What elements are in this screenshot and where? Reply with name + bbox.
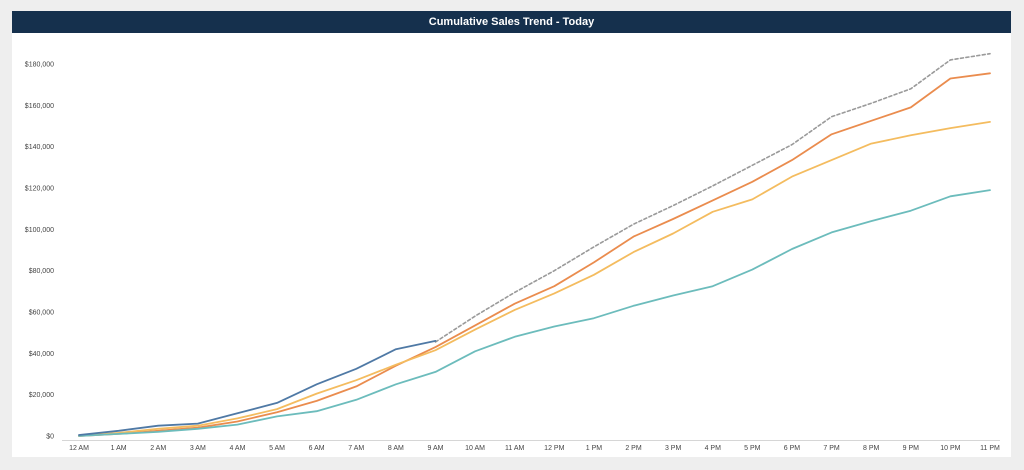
y-tick-label: $80,000 — [29, 268, 54, 275]
y-tick-label: $40,000 — [29, 351, 54, 358]
x-tick-label: 4 PM — [705, 445, 722, 452]
x-tick-label: 4 AM — [229, 445, 245, 452]
x-tick-label: 8 PM — [863, 445, 880, 452]
x-tick-label: 7 AM — [348, 445, 364, 452]
x-tick-label: 12 AM — [69, 445, 89, 452]
x-tick-label: 9 AM — [428, 445, 444, 452]
y-axis: $0 $20,000 $40,000 $60,000 $80,000 $100,000 $1… — [25, 62, 1000, 441]
x-tick-label: 5 PM — [744, 445, 761, 452]
x-tick-label: 2 PM — [625, 445, 642, 452]
x-tick-label: 6 PM — [784, 445, 801, 452]
x-tick-label: 7 PM — [823, 445, 840, 452]
x-tick-label: 11 PM — [980, 445, 1000, 452]
y-tick-label: $0 — [46, 434, 54, 441]
x-tick-label: 12 PM — [544, 445, 564, 452]
x-tick-label: 6 AM — [309, 445, 325, 452]
chart-panel: Cumulative Sales Trend - Today — [12, 11, 1011, 457]
x-tick-label: 3 AM — [190, 445, 206, 452]
series-layer — [78, 52, 991, 437]
x-axis: 12 AM 1 AM 2 AM 3 AM 4 AM 5 AM 6 AM 7 AM 8 AM 9 A… — [69, 445, 1000, 452]
x-tick-label: 8 AM — [388, 445, 404, 452]
series-line-2 — [78, 72, 991, 437]
series-line-4 — [78, 189, 991, 437]
x-tick-label: 2 AM — [150, 445, 166, 452]
x-tick-label: 11 AM — [505, 445, 524, 452]
y-tick-label: $140,000 — [25, 144, 54, 151]
y-tick-label: $180,000 — [25, 62, 54, 69]
y-tick-label: $120,000 — [25, 186, 54, 193]
x-tick-label: 5 AM — [269, 445, 285, 452]
x-tick-label: 1 PM — [586, 445, 603, 452]
series-line-5 — [78, 339, 437, 436]
y-tick-label: $100,000 — [25, 227, 54, 234]
chart-title: Cumulative Sales Trend - Today — [12, 11, 1011, 33]
y-tick-label: $60,000 — [29, 310, 54, 317]
x-tick-label: 9 PM — [903, 445, 920, 452]
x-tick-label: 1 AM — [111, 445, 127, 452]
series-line-3 — [78, 121, 991, 437]
x-tick-label: 3 PM — [665, 445, 682, 452]
y-tick-label: $160,000 — [25, 103, 54, 110]
series-line-1 — [434, 52, 991, 343]
x-tick-label: 10 PM — [940, 445, 960, 452]
y-tick-label: $20,000 — [29, 392, 54, 399]
x-tick-label: 10 AM — [465, 445, 485, 452]
